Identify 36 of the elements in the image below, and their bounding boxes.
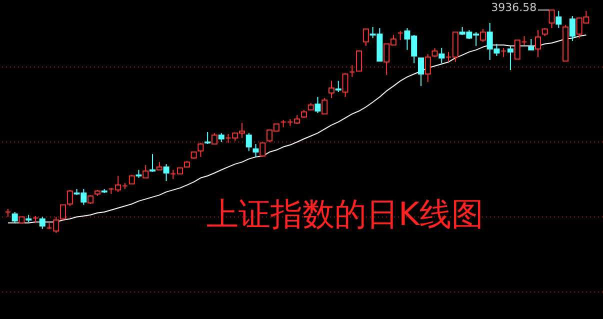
candlestick (556, 10, 562, 29)
candlestick (362, 28, 369, 46)
candlestick (246, 132, 252, 152)
candlestick (356, 50, 362, 72)
candlestick (12, 212, 18, 224)
candlestick (66, 189, 73, 206)
candlestick (198, 142, 204, 158)
candlestick (349, 64, 356, 78)
candlestick (480, 28, 486, 42)
candlestick (150, 154, 156, 172)
candlestick (204, 131, 211, 145)
candlestick (39, 216, 46, 230)
text: 上证指数的日K线图 (206, 195, 484, 233)
candlestick (397, 30, 404, 41)
candlestick (314, 96, 321, 114)
candlestick (528, 38, 534, 50)
candlestick (548, 10, 555, 29)
candlestick (342, 72, 348, 98)
candlestick (335, 80, 342, 93)
candlestick (500, 47, 507, 58)
candlestick (163, 164, 170, 182)
candlestick (438, 47, 445, 64)
candlestick (432, 47, 438, 58)
candlestick (60, 204, 66, 221)
candlestick (260, 142, 266, 158)
candlestick (424, 53, 431, 83)
candlestick (211, 132, 218, 145)
candlestick (507, 45, 514, 70)
candlestick (252, 144, 259, 158)
candlestick (535, 30, 542, 58)
candlestick (328, 80, 334, 99)
candlestick (322, 98, 328, 114)
candlestick (142, 164, 149, 178)
annotation: 3936.58 (491, 1, 537, 14)
candlestick (569, 16, 576, 42)
candlestick (418, 57, 424, 87)
